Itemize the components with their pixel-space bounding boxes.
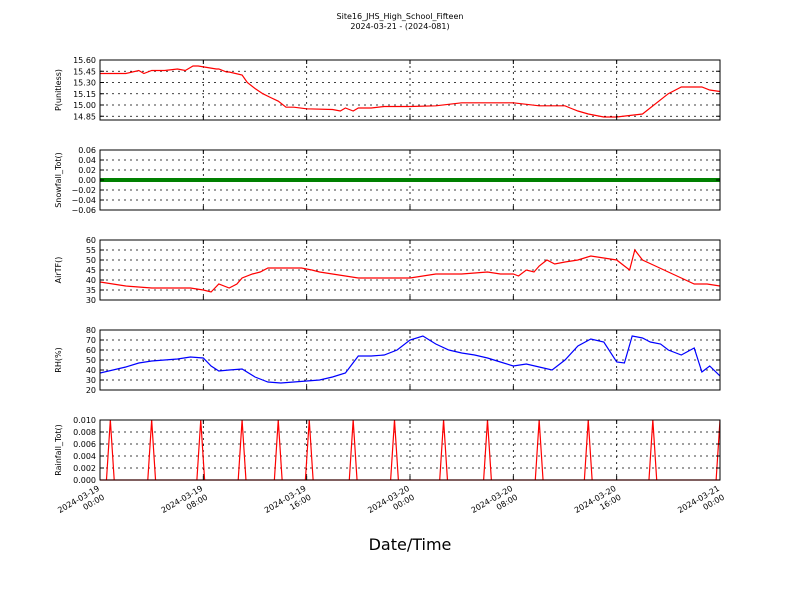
chart-title-line2: 2024-03-21 - (2024-081) — [350, 22, 449, 31]
y-tick-label: 0.000 — [73, 476, 96, 485]
y-axis-label: RH(%) — [54, 347, 63, 372]
rainfall-spike — [105, 420, 115, 480]
y-tick-label: 15.30 — [73, 79, 96, 88]
rainfall-spike — [715, 420, 720, 480]
y-tick-label: 30 — [86, 296, 96, 305]
y-tick-label: 20 — [86, 386, 96, 395]
x-tick-label: 2024-03-2008:00 — [470, 484, 520, 524]
y-tick-label: −0.06 — [71, 206, 96, 215]
y-tick-label: 15.45 — [73, 67, 96, 76]
y-tick-label: 0.010 — [73, 416, 96, 425]
rainfall-spike — [147, 420, 157, 480]
panel-1: 15.60 15.45 15.30 15.15 15.00 14.85 P(unitless… — [54, 56, 721, 121]
rainfall-spike — [648, 420, 658, 480]
x-tick-label: 2024-03-1900:00 — [56, 484, 106, 524]
y-tick-label: 0.008 — [73, 428, 96, 437]
rainfall-spike — [273, 420, 283, 480]
y-tick-label: 40 — [86, 366, 96, 375]
x-tick-label: 2024-03-2000:00 — [366, 484, 416, 524]
y-tick-label: 0.00 — [78, 176, 96, 185]
series-line-4 — [100, 335, 720, 384]
y-tick-label: 14.85 — [73, 112, 96, 121]
y-tick-label: 45 — [86, 266, 96, 275]
x-axis-tick-labels: 2024-03-1900:00 2024-03-1908:00 2024-03-19… — [56, 484, 726, 524]
x-tick-label: 2024-03-1908:00 — [160, 484, 210, 524]
y-tick-label: 0.006 — [73, 440, 96, 449]
x-tick-label: 2024-03-2100:00 — [676, 484, 726, 524]
rainfall-spike — [583, 420, 593, 480]
y-tick-label: 80 — [86, 326, 96, 335]
y-tick-label: 60 — [86, 346, 96, 355]
y-tick-label: 0.06 — [78, 146, 96, 155]
y-tick-label: −0.04 — [71, 196, 96, 205]
y-tick-label: 0.04 — [78, 156, 96, 165]
y-tick-label: 15.60 — [73, 56, 96, 65]
panel-5: 0.010 0.008 0.006 0.004 0.002 0.000 Rainfall_T… — [54, 416, 721, 485]
y-tick-label: 60 — [86, 236, 96, 245]
y-tick-label: 30 — [86, 376, 96, 385]
x-tick-label: 2024-03-2016:00 — [573, 484, 623, 524]
panel-2: 0.060.040.020.00−0.02−0.04−0.06 Snowfall_… — [54, 146, 721, 215]
x-axis-label: Date/Time — [369, 535, 452, 554]
rainfall-spike — [237, 420, 247, 480]
rainfall-spike — [534, 420, 544, 480]
y-tick-label: 0.004 — [73, 452, 96, 461]
y-tick-label: 50 — [86, 256, 96, 265]
rainfall-spike — [196, 420, 206, 480]
y-tick-label: 15.15 — [73, 90, 96, 99]
y-axis-label: Snowfall_Tot() — [54, 152, 63, 208]
rainfall-spike — [304, 420, 314, 480]
y-tick-label: −0.02 — [71, 186, 96, 195]
series-line-3 — [100, 248, 720, 293]
chart-title-line1: Site16_JHS_High_School_Fifteen — [337, 12, 464, 21]
y-axis-label: P(unitless) — [54, 69, 63, 111]
chart-panels: 15.60 15.45 15.30 15.15 15.00 14.85 P(unitless… — [54, 56, 721, 485]
rainfall-spike — [390, 420, 399, 480]
y-tick-label: 70 — [86, 336, 96, 345]
y-tick-label: 0.02 — [78, 166, 96, 175]
y-axis-label: Rainfall_Tot() — [54, 424, 63, 476]
y-tick-label: 50 — [86, 356, 96, 365]
y-tick-label: 35 — [86, 286, 96, 295]
y-axis-label: AirTF() — [54, 257, 63, 284]
y-tick-label: 15.00 — [73, 101, 96, 110]
x-tick-label: 2024-03-1916:00 — [263, 484, 313, 524]
series-line-1 — [100, 65, 720, 118]
rainfall-spike — [483, 420, 492, 480]
y-tick-label: 55 — [86, 246, 96, 255]
rainfall-spike — [439, 420, 449, 480]
y-tick-label: 0.002 — [73, 464, 96, 473]
rainfall-spike — [348, 420, 358, 480]
y-tick-label: 40 — [86, 276, 96, 285]
